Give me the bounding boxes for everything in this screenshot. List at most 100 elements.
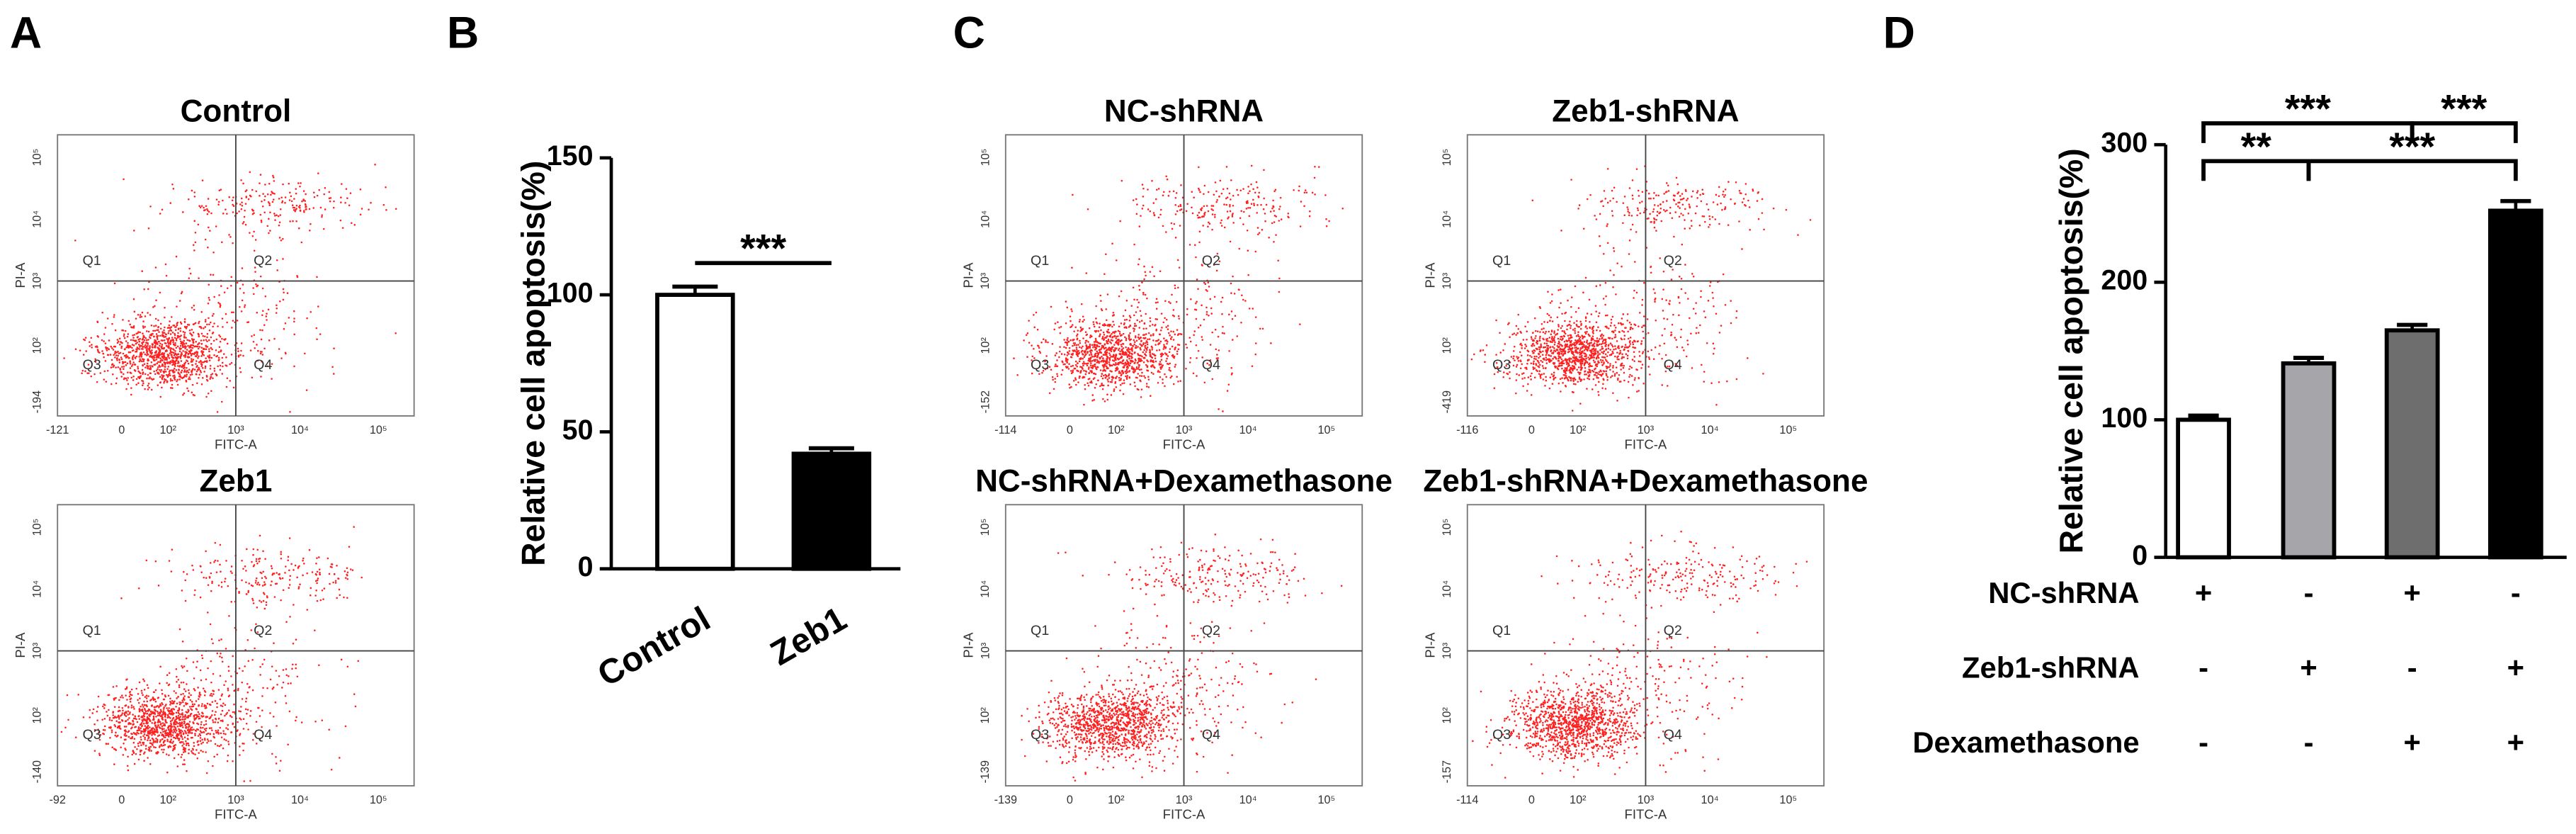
- event-dot: [1228, 313, 1230, 316]
- event-dot: [1111, 346, 1113, 349]
- event-dot: [1541, 361, 1544, 364]
- event-dot: [220, 188, 222, 191]
- event-dot: [1125, 353, 1128, 356]
- event-dot: [271, 567, 273, 570]
- event-dot: [1077, 355, 1079, 357]
- event-dot: [344, 201, 346, 204]
- event-dot: [154, 373, 157, 376]
- event-dot: [1221, 312, 1223, 315]
- event-dot: [119, 367, 121, 370]
- event-dot: [212, 765, 214, 767]
- event-dot: [288, 199, 291, 201]
- event-dot: [305, 205, 307, 208]
- event-dot: [300, 721, 303, 723]
- event-dot: [125, 679, 127, 681]
- event-dot: [341, 183, 343, 185]
- x-tick-label: 10⁴: [291, 424, 309, 436]
- event-dot: [191, 701, 193, 703]
- event-dot: [213, 295, 215, 298]
- event-dot: [1201, 336, 1203, 338]
- event-dot: [209, 716, 211, 719]
- event-dot: [223, 291, 226, 293]
- event-dot: [180, 347, 182, 350]
- event-dot: [330, 768, 333, 771]
- event-dot: [1084, 354, 1086, 356]
- event-dot: [198, 346, 200, 348]
- event-dot: [169, 202, 171, 204]
- event-dot: [143, 688, 146, 691]
- event-dot: [1104, 363, 1106, 366]
- event-dot: [183, 320, 186, 323]
- event-dot: [144, 719, 147, 722]
- event-dot: [1120, 349, 1123, 351]
- event-dot: [198, 376, 200, 379]
- event-dot: [212, 689, 214, 692]
- event-dot: [210, 740, 212, 742]
- event-dot: [186, 702, 188, 705]
- event-dot: [176, 380, 178, 383]
- event-dot: [283, 327, 285, 330]
- event-dot: [122, 319, 124, 321]
- event-dot: [1546, 312, 1549, 315]
- event-dot: [218, 639, 220, 642]
- event-dot: [242, 568, 244, 570]
- event-dot: [187, 734, 189, 737]
- event-dot: [1196, 357, 1198, 359]
- event-dot: [1293, 188, 1295, 191]
- event-dot: [198, 705, 200, 707]
- event-dot: [1083, 403, 1085, 406]
- event-dot: [145, 339, 148, 342]
- event-dot: [1110, 394, 1113, 396]
- event-dot: [161, 692, 164, 695]
- event-dot: [1230, 292, 1232, 294]
- event-dot: [1128, 338, 1130, 340]
- event-dot: [1195, 317, 1198, 320]
- event-dot: [287, 743, 289, 746]
- event-dot: [1143, 356, 1146, 359]
- event-dot: [197, 223, 200, 226]
- event-dot: [316, 557, 318, 559]
- event-dot: [196, 382, 198, 384]
- event-dot: [133, 310, 136, 313]
- event-dot: [224, 577, 227, 580]
- event-dot: [171, 387, 174, 389]
- event-dot: [181, 590, 183, 592]
- event-dot: [206, 208, 208, 210]
- event-dot: [1135, 366, 1138, 368]
- quadrant-label: Q4: [254, 357, 272, 373]
- event-dot: [200, 327, 203, 329]
- event-dot: [158, 347, 160, 350]
- event-dot: [133, 708, 135, 710]
- event-dot: [206, 336, 208, 339]
- event-dot: [1084, 370, 1087, 373]
- event-dot: [1568, 376, 1570, 378]
- event-dot: [269, 712, 271, 714]
- event-dot: [240, 349, 242, 352]
- event-dot: [110, 729, 113, 731]
- event-dot: [1118, 341, 1120, 344]
- event-dot: [1247, 207, 1249, 209]
- event-dot: [170, 723, 173, 726]
- event-dot: [210, 342, 212, 345]
- event-dot: [117, 366, 120, 368]
- event-dot: [1077, 333, 1079, 336]
- event-dot: [1133, 314, 1135, 317]
- event-dot: [222, 702, 225, 704]
- event-dot: [1231, 317, 1234, 320]
- event-dot: [103, 340, 105, 342]
- event-dot: [1088, 372, 1090, 374]
- event-dot: [1082, 368, 1084, 370]
- event-dot: [192, 721, 195, 724]
- event-dot: [1096, 361, 1099, 364]
- event-dot: [1172, 330, 1175, 333]
- event-dot: [147, 739, 149, 741]
- event-dot: [146, 721, 148, 723]
- event-dot: [294, 564, 297, 567]
- event-dot: [245, 697, 248, 699]
- event-dot: [120, 376, 123, 378]
- event-dot: [134, 356, 137, 359]
- event-dot: [172, 343, 175, 346]
- event-dot: [121, 706, 124, 709]
- event-dot: [1570, 305, 1572, 308]
- event-dot: [209, 368, 212, 370]
